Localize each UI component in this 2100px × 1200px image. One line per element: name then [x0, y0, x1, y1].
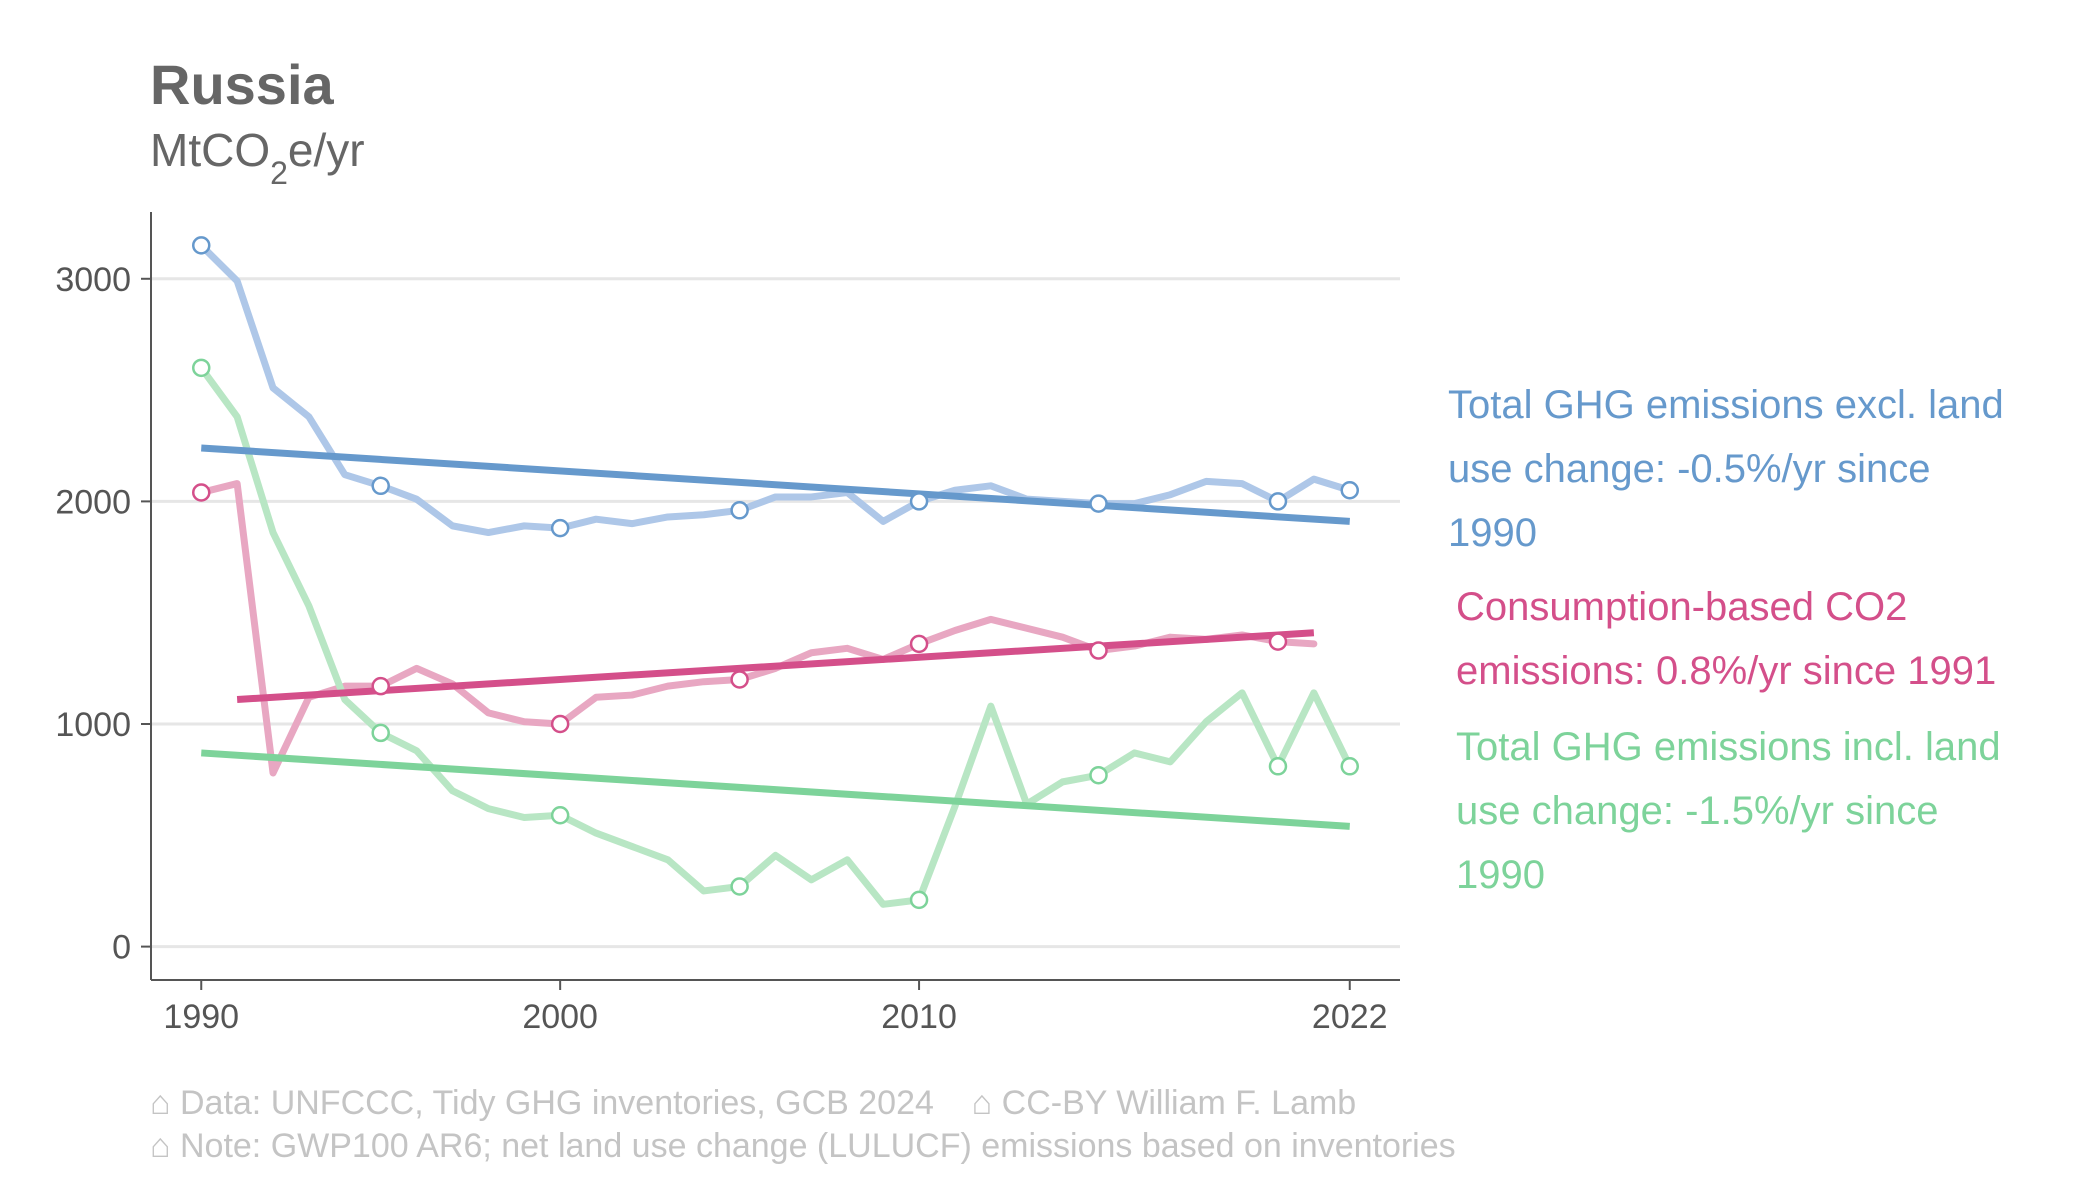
marker-total-ghg-emissions-excl-land-use-change-1990 — [191, 236, 211, 255]
marker-total-ghg-emissions-incl-land-use-change-2010 — [909, 890, 929, 910]
marker-total-ghg-emissions-excl-land-use-change-2010 — [909, 492, 929, 511]
annotations: Total GHG emissions excl. land use change… — [1448, 383, 2004, 897]
y-tick-label-3000: 3000 — [55, 261, 131, 299]
series-line-total-ghg-emissions-incl-land-use-change — [197, 364, 1354, 908]
caption-data-source: ⌂ Data: UNFCCC, Tidy GHG inventories, GC… — [150, 1084, 1356, 1122]
trend-lines — [201, 444, 1350, 830]
marker-total-ghg-emissions-incl-land-use-change-2020 — [1268, 757, 1288, 776]
annotation-3-line-1: Total GHG emissions incl. land — [1456, 725, 2001, 769]
trend-line-total-ghg-emissions-excl-land-use-change — [201, 444, 1350, 525]
marker-total-ghg-emissions-excl-land-use-change-2022 — [1340, 481, 1360, 500]
marker-consumption-based-co2-emissions-2020 — [1268, 632, 1288, 651]
y-tick-label-2000: 2000 — [55, 483, 131, 521]
x-tick-label-2000: 2000 — [522, 998, 598, 1036]
marker-total-ghg-emissions-excl-land-use-change-2020 — [1268, 492, 1288, 511]
marker-consumption-based-co2-emissions-1990 — [191, 483, 211, 502]
x-tick-label-1990: 1990 — [163, 998, 239, 1036]
annotation-1-line-1: Total GHG emissions excl. land — [1448, 383, 2004, 427]
x-tick-labels: 1990 2000 2010 2022 — [163, 980, 1388, 1036]
x-tick-label-2022: 2022 — [1312, 998, 1388, 1036]
marker-total-ghg-emissions-incl-land-use-change-1990 — [191, 358, 211, 378]
series-lines — [197, 241, 1354, 908]
caption-note: ⌂ Note: GWP100 AR6; net land use change … — [150, 1127, 1456, 1165]
marker-consumption-based-co2-emissions-2000 — [550, 714, 570, 734]
marker-total-ghg-emissions-excl-land-use-change-1995 — [371, 476, 390, 496]
y-tick-labels: 0 1000 2000 3000 — [55, 261, 151, 967]
series-line-consumption-based-co2-emissions — [197, 480, 1318, 777]
marker-total-ghg-emissions-excl-land-use-change-2005 — [730, 501, 749, 520]
x-tick-label-2010: 2010 — [881, 998, 957, 1036]
marker-consumption-based-co2-emissions-1995 — [371, 676, 390, 696]
marker-total-ghg-emissions-incl-land-use-change-2005 — [730, 877, 749, 896]
annotation-1-line-3: 1990 — [1448, 511, 1537, 555]
trend-line-consumption-based-co2-emissions — [236, 629, 1315, 704]
annotation-3: Total GHG emissions incl. land use change… — [1456, 725, 2001, 897]
annotation-3-line-2: use change: -1.5%/yr since — [1456, 789, 1938, 833]
annotation-1: Total GHG emissions excl. land use change… — [1448, 383, 2004, 555]
gridlines — [151, 277, 1400, 949]
marker-consumption-based-co2-emissions-2005 — [730, 670, 749, 689]
marker-total-ghg-emissions-incl-land-use-change-1995 — [371, 723, 390, 743]
marker-total-ghg-emissions-incl-land-use-change-2015 — [1089, 765, 1108, 785]
chart-subtitle: MtCO2e/yr — [150, 124, 365, 191]
annotation-2-line-1: Consumption-based CO2 — [1456, 585, 1907, 629]
annotation-3-line-3: 1990 — [1456, 853, 1545, 897]
axes — [150, 212, 1400, 981]
annotation-2-line-2: emissions: 0.8%/yr since 1991 — [1456, 649, 1996, 693]
annotation-1-line-2: use change: -0.5%/yr since — [1448, 447, 1930, 491]
series-line-total-ghg-emissions-excl-land-use-change — [197, 241, 1354, 537]
marker-total-ghg-emissions-excl-land-use-change-2000 — [550, 518, 570, 538]
y-tick-label-0: 0 — [112, 929, 131, 967]
marker-total-ghg-emissions-incl-land-use-change-2000 — [550, 806, 570, 825]
marker-total-ghg-emissions-excl-land-use-change-2015 — [1089, 494, 1108, 513]
annotation-2: Consumption-based CO2 emissions: 0.8%/yr … — [1456, 585, 1996, 693]
marker-consumption-based-co2-emissions-2010 — [909, 634, 929, 654]
trend-line-total-ghg-emissions-incl-land-use-change — [201, 749, 1350, 830]
y-tick-label-1000: 1000 — [55, 706, 131, 744]
marker-total-ghg-emissions-incl-land-use-change-2022 — [1340, 757, 1360, 776]
marker-consumption-based-co2-emissions-2015 — [1089, 641, 1108, 660]
series-markers — [191, 236, 1360, 910]
chart-title: Russia — [150, 53, 334, 116]
